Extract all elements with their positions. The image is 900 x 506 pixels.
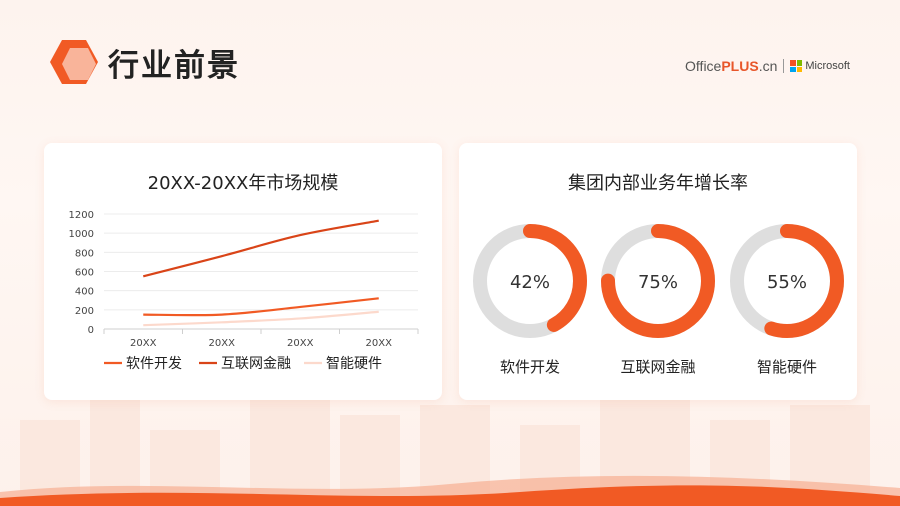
donut-percent-label: 75% [638, 272, 678, 293]
page-title: 行业前景 [108, 48, 240, 84]
line-chart-title: 20XX-20XX年市场规模 [147, 173, 339, 194]
hexagon-logo-icon [50, 40, 98, 84]
donut-arc [601, 224, 715, 338]
y-tick-label: 1000 [69, 229, 94, 240]
brand-office-text: Office [685, 58, 722, 74]
y-tick-label: 800 [75, 248, 94, 259]
series-line [142, 219, 379, 278]
background-decoration [0, 390, 900, 506]
line-chart: 0 200 400 600 800 1000 1200 20XX 20XX 20XX 20XX 软件开… [69, 210, 419, 372]
y-tick-label: 400 [75, 287, 94, 298]
donut-arc [730, 224, 844, 338]
legend-label: 软件开发 [126, 356, 182, 372]
y-tick-label: 600 [75, 268, 94, 279]
market-size-card: 20XX-20XX年市场规模 0 200 400 600 800 1000 1200 20XX… [44, 143, 442, 400]
brand-logo: Office PLUS .cn Microsoft [685, 58, 850, 74]
x-tick-label: 20XX [209, 338, 236, 349]
x-tick-label: 20XX [130, 338, 157, 349]
y-tick-label: 1200 [69, 210, 94, 221]
legend-label: 智能硬件 [326, 356, 382, 372]
brand-divider [783, 59, 785, 73]
donut-category-label: 软件开发 [499, 358, 560, 376]
donut-percent-label: 42% [510, 272, 550, 293]
donut-category-label: 互联网金融 [620, 358, 696, 376]
y-tick-label: 0 [88, 325, 94, 336]
donut-chart-title: 集团内部业务年增长率 [568, 173, 748, 194]
series-line [143, 310, 379, 327]
x-tick-label: 20XX [366, 338, 393, 349]
donut-category-label: 智能硬件 [756, 358, 817, 376]
brand-cn-text: .cn [758, 58, 778, 74]
growth-rate-card: 集团内部业务年增长率 42% 75% 55% 软件开发 互联网金融 智能硬件 [459, 143, 857, 400]
microsoft-logo-icon [790, 60, 803, 72]
brand-microsoft-text: Microsoft [805, 60, 850, 72]
donut-percent-label: 55% [767, 272, 807, 293]
x-tick-label: 20XX [287, 338, 314, 349]
series-line [143, 297, 379, 317]
y-tick-label: 200 [75, 306, 94, 317]
brand-plus-text: PLUS [721, 58, 759, 74]
donut-arc [473, 224, 587, 338]
legend-label: 互联网金融 [221, 356, 291, 372]
donut-chart: 42% 75% 55% [473, 224, 844, 338]
